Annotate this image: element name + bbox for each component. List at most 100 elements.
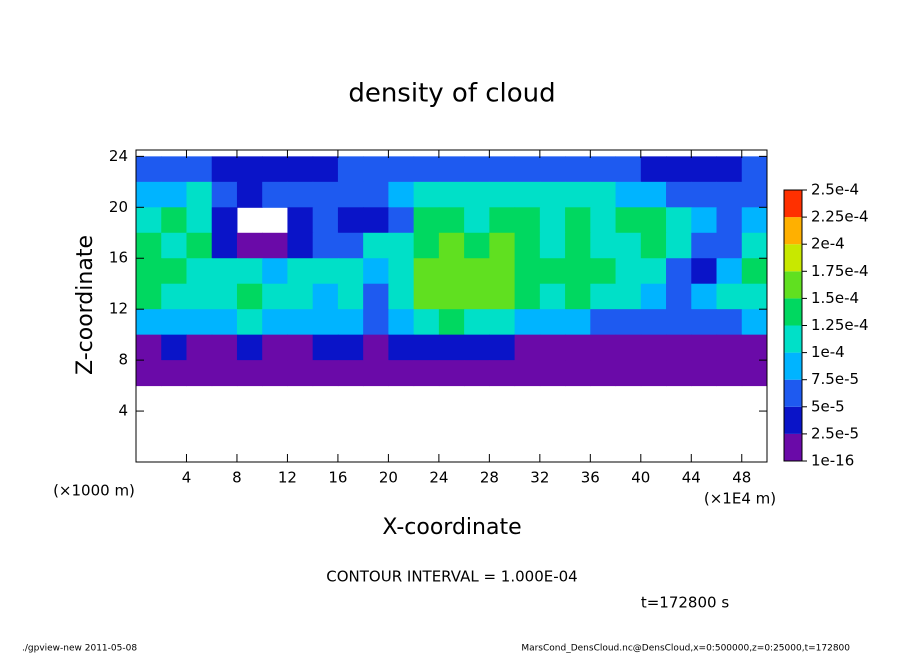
heat-cell <box>565 258 591 285</box>
heat-cell <box>413 156 440 183</box>
heat-cell <box>489 334 516 361</box>
heat-cell <box>514 156 541 183</box>
heat-cell <box>666 181 692 208</box>
heat-cell <box>539 360 566 387</box>
y-tick-label: 16 <box>109 249 128 267</box>
heat-cell <box>666 334 692 361</box>
heat-cell <box>337 181 364 208</box>
heat-cell <box>691 360 718 387</box>
heat-cell <box>262 232 288 259</box>
heat-cell <box>161 309 187 336</box>
heat-cell <box>312 283 339 310</box>
heat-cell <box>186 232 213 259</box>
heat-cell <box>186 283 213 310</box>
x-tick-label: 32 <box>530 469 549 487</box>
colorbar-band <box>784 325 802 353</box>
heat-cell <box>514 181 541 208</box>
footer-left: ./gpview-new 2011-05-08 <box>22 644 137 654</box>
heat-cell <box>741 156 768 183</box>
heat-cell <box>489 360 516 387</box>
heat-cell <box>337 207 364 234</box>
heat-cell <box>136 232 162 259</box>
heat-cell <box>640 156 667 183</box>
heat-cell <box>615 334 642 361</box>
heat-cell <box>514 232 541 259</box>
heat-cell <box>716 181 743 208</box>
x-tick-label: 16 <box>328 469 347 487</box>
heat-cell <box>438 207 465 234</box>
heat-cell <box>337 334 364 361</box>
heat-cell <box>186 207 213 234</box>
heat-cell <box>464 334 490 361</box>
heat-cell <box>691 283 718 310</box>
heat-cell <box>716 309 743 336</box>
colorbar-tick-label: 1e-4 <box>811 343 845 361</box>
heat-cell <box>413 181 440 208</box>
colorbar-band <box>784 271 802 299</box>
colorbar-band <box>784 433 802 461</box>
heat-cell <box>161 334 187 361</box>
heat-cell <box>565 181 591 208</box>
heat-cell <box>413 360 440 387</box>
heat-cell <box>590 309 617 336</box>
heat-cell <box>186 258 213 285</box>
colorbar-band <box>784 406 802 434</box>
heat-cell <box>741 334 768 361</box>
heat-cell <box>716 156 743 183</box>
heat-cell <box>161 207 187 234</box>
heat-cell <box>590 156 617 183</box>
heat-cell <box>388 207 415 234</box>
colorbar-tick-label: 2.5e-4 <box>811 181 859 199</box>
heat-cell <box>186 181 213 208</box>
heat-cell <box>640 309 667 336</box>
heat-cell <box>312 360 339 387</box>
heat-cell <box>438 258 465 285</box>
heat-cell <box>211 283 238 310</box>
heat-cell <box>186 309 213 336</box>
heat-cell <box>337 309 364 336</box>
heat-cell <box>262 360 288 387</box>
heat-cell <box>236 360 263 387</box>
heat-cell <box>691 334 718 361</box>
heat-cell <box>413 232 440 259</box>
heat-cell <box>691 156 718 183</box>
heat-cell <box>337 258 364 285</box>
heat-cell <box>262 334 288 361</box>
x-tick-label: 44 <box>682 469 701 487</box>
x-tick-label: 12 <box>278 469 297 487</box>
heat-cell <box>615 207 642 234</box>
heat-cell <box>136 258 162 285</box>
heat-cell <box>716 232 743 259</box>
heat-cell <box>464 232 490 259</box>
heat-cell <box>590 258 617 285</box>
heat-cell <box>312 232 339 259</box>
heat-cell <box>438 309 465 336</box>
heat-cell <box>590 334 617 361</box>
heat-cell <box>312 181 339 208</box>
heat-cell <box>337 232 364 259</box>
heat-cell <box>539 283 566 310</box>
colorbar-band <box>784 244 802 272</box>
heat-cell <box>666 360 692 387</box>
heat-cell <box>615 309 642 336</box>
heat-cell <box>640 360 667 387</box>
heat-cell <box>489 258 516 285</box>
heat-cell <box>388 360 415 387</box>
colorbar-tick-label: 5e-5 <box>811 397 845 415</box>
heat-cell <box>464 207 490 234</box>
heat-cell <box>363 309 389 336</box>
heat-cell <box>640 232 667 259</box>
heat-cell <box>211 258 238 285</box>
heat-cell <box>211 334 238 361</box>
colorbar-tick-label: 7.5e-5 <box>811 370 859 388</box>
heat-cell <box>666 309 692 336</box>
colorbar-band <box>784 217 802 245</box>
heat-cell <box>262 258 288 285</box>
heat-cell <box>565 232 591 259</box>
heat-cell <box>666 156 692 183</box>
heat-cell <box>565 309 591 336</box>
heat-cell <box>337 283 364 310</box>
heat-cell <box>691 207 718 234</box>
heat-cell <box>363 156 389 183</box>
